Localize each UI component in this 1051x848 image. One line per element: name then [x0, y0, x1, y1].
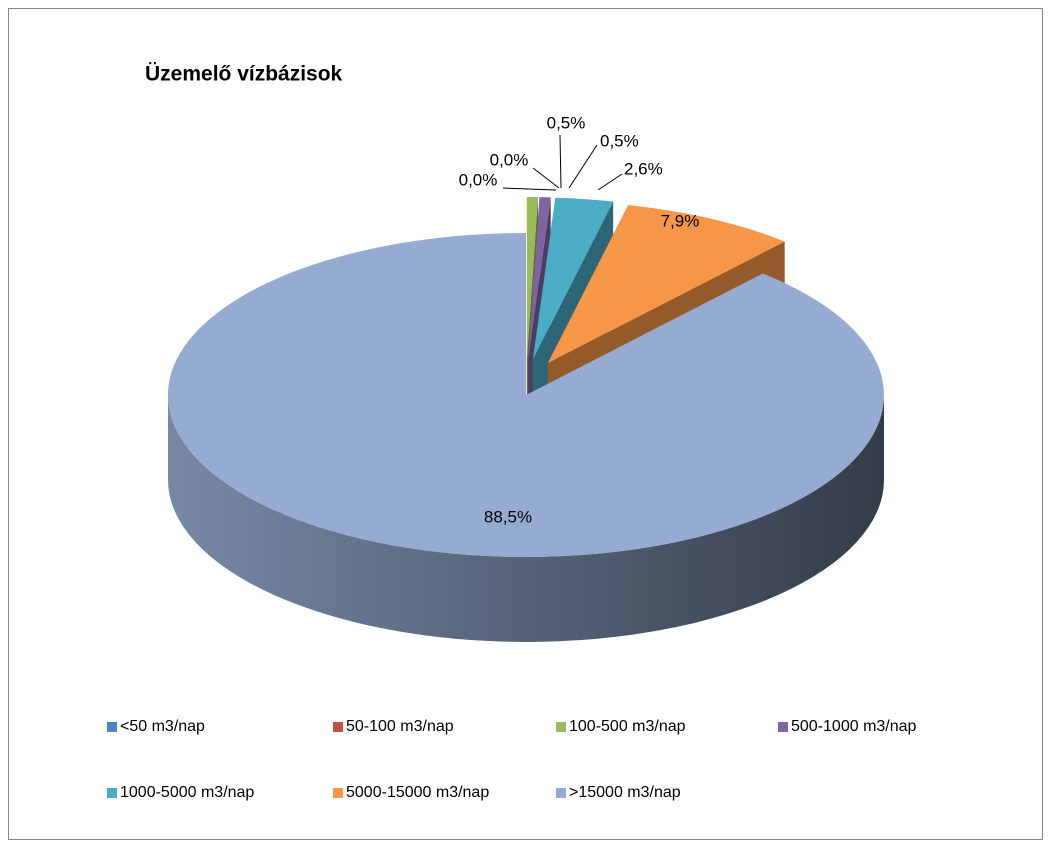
- pie: 0,0%0,0% 0,5% 0,5% 2,6% 7,9% 88,5%: [167, 113, 884, 642]
- legend-label: 50-100 m3/nap: [346, 718, 454, 735]
- data-label: 2,6%: [624, 159, 663, 178]
- legend-swatch: [556, 722, 566, 732]
- legend-label: 1000-5000 m3/nap: [120, 784, 254, 801]
- leader-line: [502, 187, 557, 191]
- legend-swatch: [107, 722, 117, 732]
- legend: <50 m3/nap 50-100 m3/nap 100-500 m3/nap 500…: [107, 718, 917, 801]
- data-label: 0,5%: [600, 131, 639, 150]
- leader-line: [597, 173, 623, 191]
- slice: [167, 233, 884, 557]
- leader-line: [559, 134, 562, 189]
- legend-swatch: [556, 788, 566, 798]
- legend-label: 100-500 m3/nap: [569, 718, 686, 735]
- legend-label: 500-1000 m3/nap: [791, 718, 917, 735]
- legend-swatch: [107, 788, 117, 798]
- legend-label: <50 m3/nap: [120, 718, 205, 735]
- leader-line: [568, 144, 598, 189]
- slice: [532, 197, 614, 360]
- leader-line: [532, 167, 560, 189]
- slice: [526, 197, 538, 359]
- legend-label: >15000 m3/nap: [569, 784, 681, 801]
- slice: [547, 205, 785, 363]
- data-label: 88,5%: [484, 507, 532, 526]
- data-label: 0,0%: [490, 150, 529, 169]
- data-label: 0,0%: [459, 170, 498, 189]
- data-label: 7,9%: [661, 211, 700, 230]
- chart-title: Üzemelő vízbázisok: [145, 63, 343, 86]
- slice: [528, 197, 551, 359]
- data-label: 0,5%: [547, 113, 586, 132]
- slice-side: [168, 395, 884, 642]
- legend-swatch: [778, 722, 788, 732]
- legend-swatch: [333, 788, 343, 798]
- legend-swatch: [333, 722, 343, 732]
- legend-label: 5000-15000 m3/nap: [346, 784, 489, 801]
